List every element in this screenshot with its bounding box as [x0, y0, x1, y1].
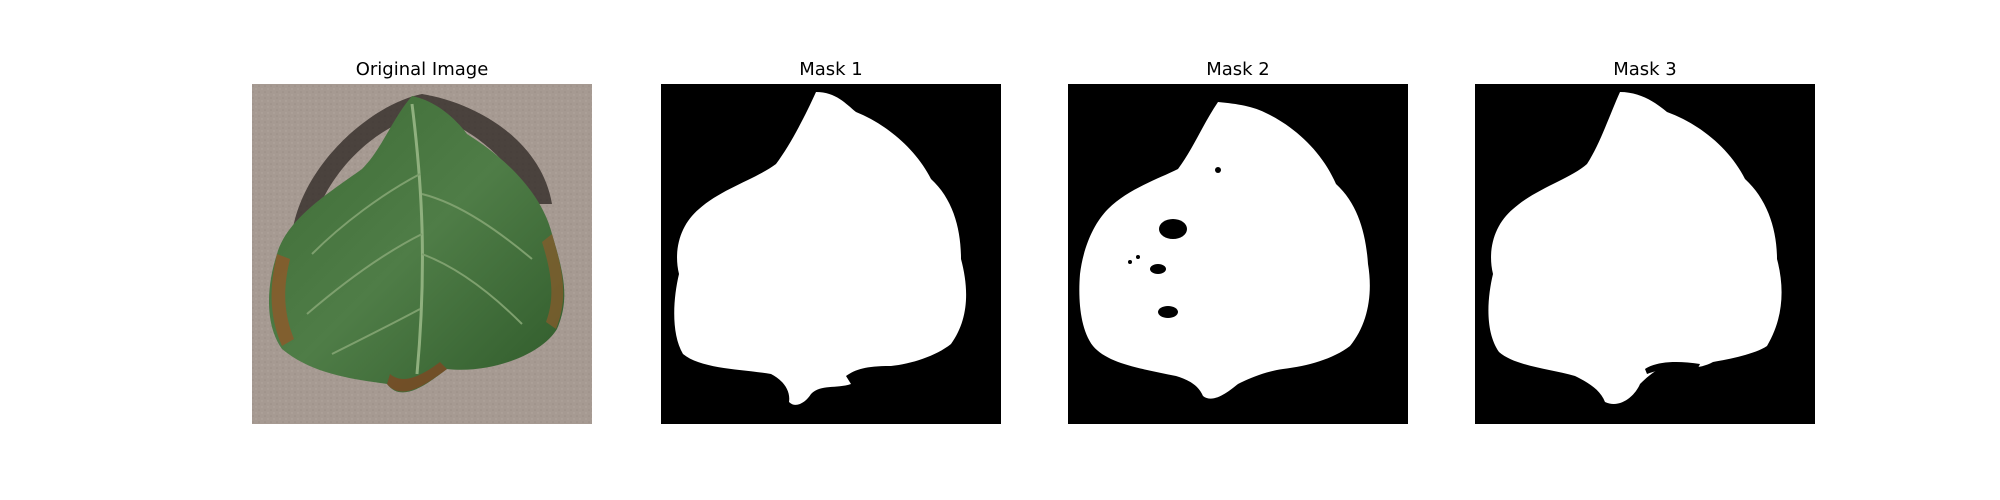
panel-mask-3: Mask 3	[1475, 0, 1815, 500]
panel-title: Mask 2	[1206, 59, 1270, 80]
panel-title: Mask 1	[799, 59, 863, 80]
panel-title: Original Image	[355, 59, 489, 80]
mask-1-image	[661, 84, 1001, 424]
panel-mask-1: Mask 1	[661, 0, 1001, 500]
panel-title: Mask 3	[1613, 59, 1677, 80]
mask-2-image	[1068, 84, 1408, 424]
panel-original-image: Original Image	[252, 0, 592, 500]
mask-3-image	[1475, 84, 1815, 424]
panel-mask-2: Mask 2	[1068, 0, 1408, 500]
original-leaf-image	[252, 84, 592, 424]
